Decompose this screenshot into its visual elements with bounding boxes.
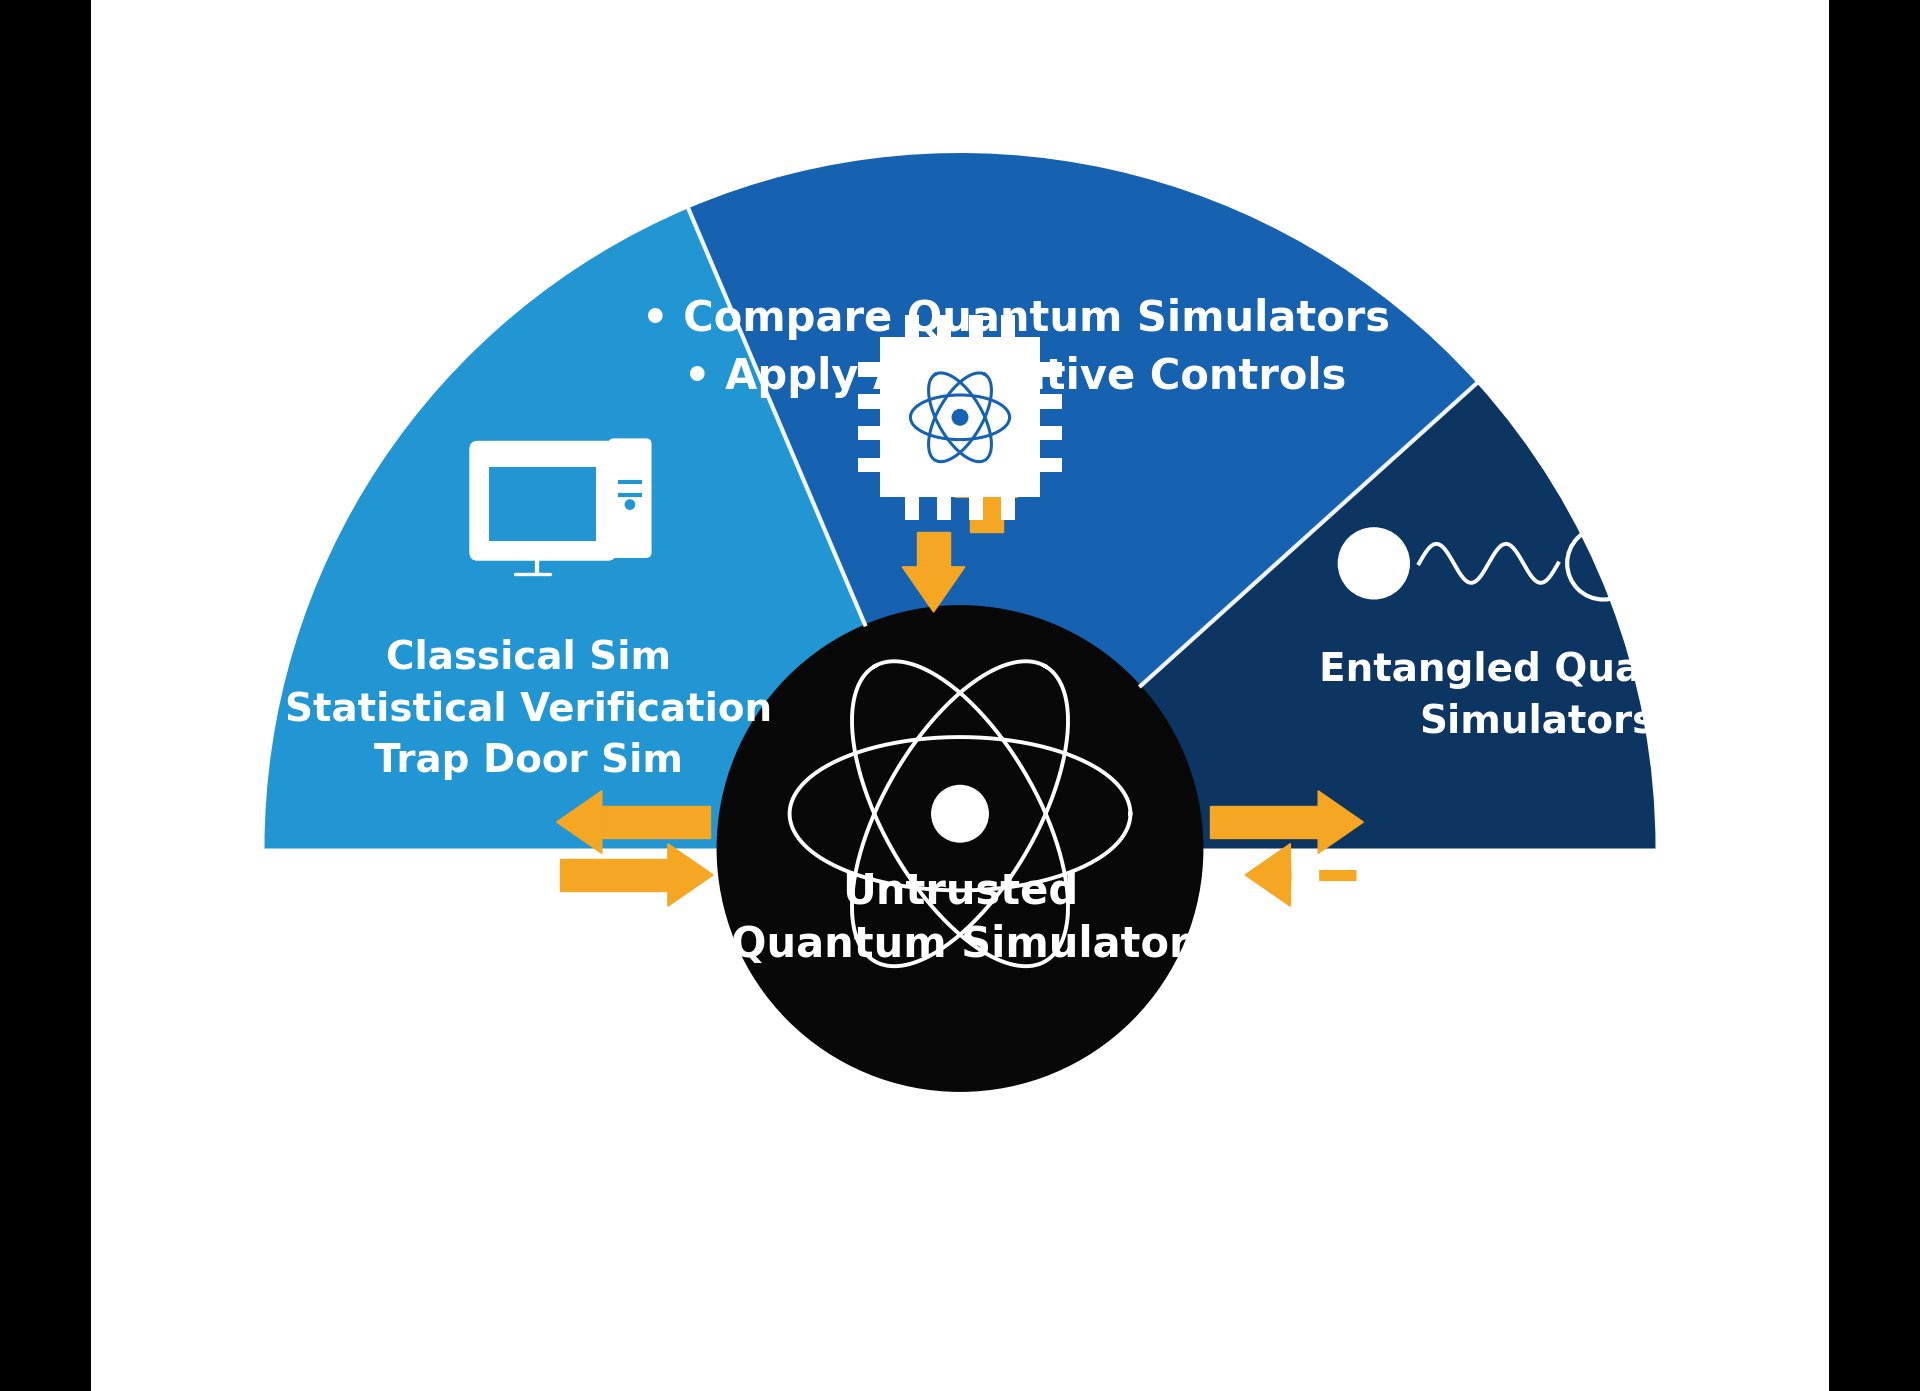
Wedge shape (960, 383, 1655, 849)
Polygon shape (1246, 843, 1290, 907)
FancyBboxPatch shape (609, 438, 651, 558)
Text: Entangled Quantum
Simulators: Entangled Quantum Simulators (1319, 651, 1755, 740)
Bar (937, 498, 950, 520)
Bar (1041, 394, 1062, 409)
Bar (970, 314, 983, 338)
Circle shape (1338, 527, 1409, 600)
Text: Untrusted
Quantum Simulator: Untrusted Quantum Simulator (732, 871, 1188, 965)
Polygon shape (918, 531, 950, 568)
Text: • Compare Quantum Simulators
• Apply Alternative Controls: • Compare Quantum Simulators • Apply Alt… (641, 298, 1390, 398)
FancyBboxPatch shape (879, 338, 1041, 498)
Bar (858, 426, 879, 441)
Bar (1000, 314, 1016, 338)
Wedge shape (265, 209, 960, 849)
Bar (1041, 426, 1062, 441)
Bar (858, 394, 879, 409)
Polygon shape (1210, 805, 1319, 839)
Bar (1041, 362, 1062, 377)
Circle shape (624, 499, 636, 510)
Polygon shape (970, 498, 1002, 531)
Wedge shape (687, 153, 1476, 849)
Circle shape (716, 605, 1204, 1092)
Polygon shape (561, 858, 668, 892)
Bar (858, 362, 879, 377)
Polygon shape (601, 805, 710, 839)
Bar (970, 498, 983, 520)
Bar (937, 314, 950, 338)
Bar (490, 466, 597, 541)
Polygon shape (1319, 790, 1363, 853)
Text: Classical Sim
Statistical Verification
Trap Door Sim: Classical Sim Statistical Verification T… (286, 638, 772, 780)
Bar (858, 458, 879, 473)
Circle shape (952, 409, 968, 426)
Polygon shape (902, 568, 966, 612)
Circle shape (931, 785, 989, 843)
Bar (904, 498, 920, 520)
Polygon shape (1273, 858, 1290, 892)
Polygon shape (954, 452, 1018, 498)
Bar (904, 314, 920, 338)
FancyBboxPatch shape (468, 441, 616, 561)
Bar (1041, 458, 1062, 473)
Polygon shape (668, 843, 712, 907)
Polygon shape (557, 790, 601, 853)
Bar (1000, 498, 1016, 520)
